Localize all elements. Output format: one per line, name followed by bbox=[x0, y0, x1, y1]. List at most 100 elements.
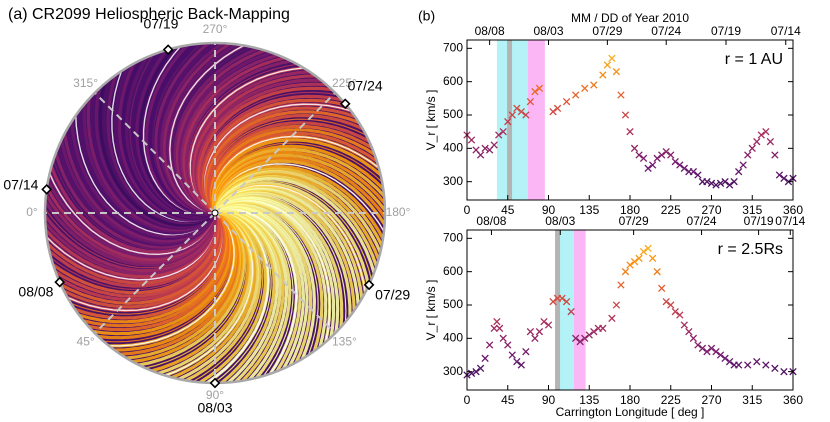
data-point bbox=[495, 131, 503, 139]
data-point bbox=[639, 248, 648, 256]
top-tick-label: 07/19 bbox=[711, 24, 741, 38]
x-tick-label: 225 bbox=[661, 203, 681, 217]
data-point bbox=[780, 174, 788, 182]
streamlines bbox=[45, 43, 385, 383]
data-point bbox=[667, 151, 675, 159]
data-point bbox=[508, 111, 516, 119]
x-tick-label: 135 bbox=[579, 203, 599, 217]
data-point bbox=[671, 308, 679, 316]
streamline bbox=[206, 113, 385, 214]
streamline bbox=[122, 211, 250, 378]
data-point bbox=[608, 54, 616, 62]
data-point bbox=[531, 88, 539, 96]
angle-label: 225° bbox=[332, 76, 357, 90]
data-point bbox=[493, 318, 501, 326]
data-point bbox=[757, 131, 765, 139]
data-point bbox=[544, 321, 553, 329]
y-tick-label: 500 bbox=[443, 107, 463, 121]
data-point bbox=[753, 358, 761, 366]
date-marker bbox=[209, 377, 221, 389]
data-point bbox=[703, 178, 711, 186]
angle-label: 180° bbox=[386, 205, 411, 219]
angle-line bbox=[94, 212, 216, 334]
data-point bbox=[499, 334, 507, 342]
angle-label: 90° bbox=[206, 388, 224, 402]
x-tick-label: 45 bbox=[501, 203, 515, 217]
top-tick-label: 07/29 bbox=[592, 24, 622, 38]
data-point bbox=[553, 104, 562, 112]
streamline bbox=[69, 91, 217, 239]
data-point bbox=[612, 301, 621, 309]
data-point bbox=[504, 341, 512, 349]
streamline-gap bbox=[214, 209, 298, 383]
data-point bbox=[694, 171, 702, 179]
streamline bbox=[213, 177, 382, 302]
highlight-band bbox=[558, 230, 574, 390]
x-axis-label: Carrington Longitude [ deg ] bbox=[556, 405, 705, 419]
streamline bbox=[173, 211, 268, 383]
streamline bbox=[45, 212, 220, 295]
data-point bbox=[630, 144, 639, 152]
date-marker bbox=[41, 183, 53, 195]
x-tick-label: 90 bbox=[542, 393, 556, 407]
y-tick-label: 500 bbox=[443, 297, 463, 311]
highlight-band bbox=[573, 230, 586, 390]
y-tick-label: 600 bbox=[443, 264, 463, 278]
date-label: 07/14 bbox=[3, 176, 38, 192]
data-point bbox=[608, 314, 616, 322]
x-tick-label: 315 bbox=[742, 203, 762, 217]
data-point bbox=[517, 108, 525, 116]
annotation: r = 2.5Rs bbox=[718, 241, 783, 258]
data-point bbox=[558, 294, 566, 302]
data-point bbox=[707, 179, 716, 187]
angle-line bbox=[94, 92, 216, 214]
data-point bbox=[644, 244, 652, 252]
data-point bbox=[476, 364, 485, 372]
data-point bbox=[780, 368, 788, 376]
data-point bbox=[635, 254, 643, 262]
data-point bbox=[653, 154, 661, 162]
data-point bbox=[658, 151, 666, 159]
data-point bbox=[549, 298, 557, 306]
data-point bbox=[775, 171, 784, 179]
x-tick-label: 225 bbox=[661, 393, 681, 407]
data-point bbox=[626, 128, 634, 136]
data-point bbox=[721, 178, 729, 186]
x-tick-label: 270 bbox=[701, 393, 721, 407]
chart-title: (a) CR2099 Heliospheric Back-Mapping bbox=[8, 6, 290, 23]
data-point bbox=[648, 161, 657, 169]
data-point bbox=[658, 284, 666, 292]
streamline bbox=[197, 86, 361, 215]
data-point bbox=[467, 136, 476, 144]
streamline bbox=[196, 211, 276, 383]
data-point bbox=[562, 98, 571, 106]
data-point bbox=[716, 351, 725, 359]
data-point bbox=[730, 178, 738, 186]
data-point bbox=[748, 144, 756, 152]
top-tick-label: 07/14 bbox=[775, 214, 805, 228]
date-marker bbox=[162, 44, 174, 55]
data-point bbox=[499, 128, 507, 136]
streamline bbox=[148, 43, 219, 216]
x-tick-label: 270 bbox=[701, 203, 721, 217]
data-point bbox=[716, 179, 725, 187]
date-marker bbox=[339, 98, 351, 110]
streamline bbox=[45, 138, 217, 254]
streamline bbox=[214, 201, 324, 379]
data-point bbox=[581, 84, 589, 92]
data-point bbox=[762, 128, 770, 136]
streamline bbox=[45, 190, 217, 273]
data-point bbox=[648, 254, 657, 262]
streamline bbox=[98, 55, 217, 227]
data-point bbox=[735, 168, 743, 176]
data-point bbox=[680, 164, 688, 172]
data-point bbox=[590, 81, 598, 89]
data-point bbox=[481, 144, 489, 152]
data-point bbox=[707, 344, 716, 352]
top-tick-label: 08/03 bbox=[545, 214, 575, 228]
top-tick-label: 07/29 bbox=[619, 214, 649, 228]
data-point bbox=[562, 298, 571, 306]
marker-line bbox=[555, 230, 561, 390]
annotation: r = 1 AU bbox=[725, 51, 783, 68]
angle-label: 45° bbox=[77, 335, 95, 349]
